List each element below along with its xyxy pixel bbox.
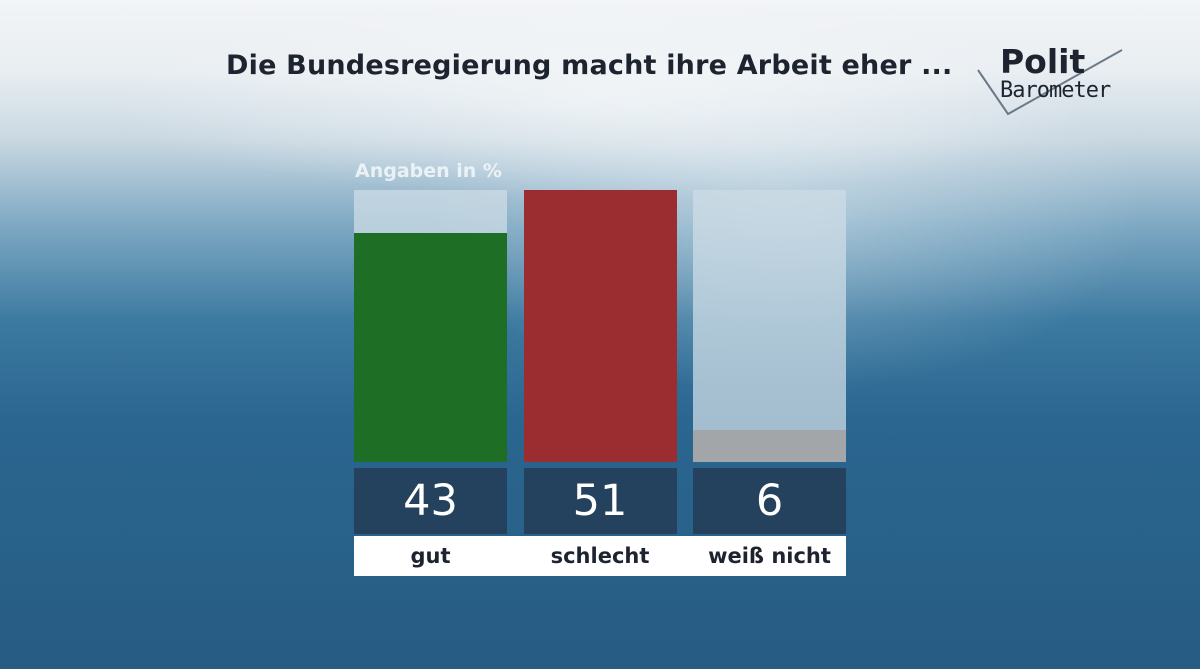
plot-area [354,190,846,462]
unit-label: Angaben in % [355,160,502,182]
bar-gut [354,233,507,462]
bar-schlecht [523,190,677,462]
checkmark-icon [977,49,1123,116]
bar-track-wei-nicht [693,190,846,462]
category-label-strip [354,536,846,576]
value-label-gut: 43 [354,468,507,534]
category-label-gut: gut [410,544,451,568]
value-label-schlecht: 51 [523,468,677,534]
category-label-wei-nicht: weiß nicht [708,544,831,568]
logo-text-bottom: Barometer [1000,78,1111,103]
logo-text-top: Polit [1000,42,1086,81]
value-label-wei-nicht: 6 [693,468,846,534]
chart-title: Die Bundesregierung macht ihre Arbeit eh… [226,50,953,81]
bar-wei-nicht [693,430,846,462]
category-label-schlecht: schlecht [550,544,650,568]
politbarometer-logo: Polit Barometer [972,42,1137,120]
